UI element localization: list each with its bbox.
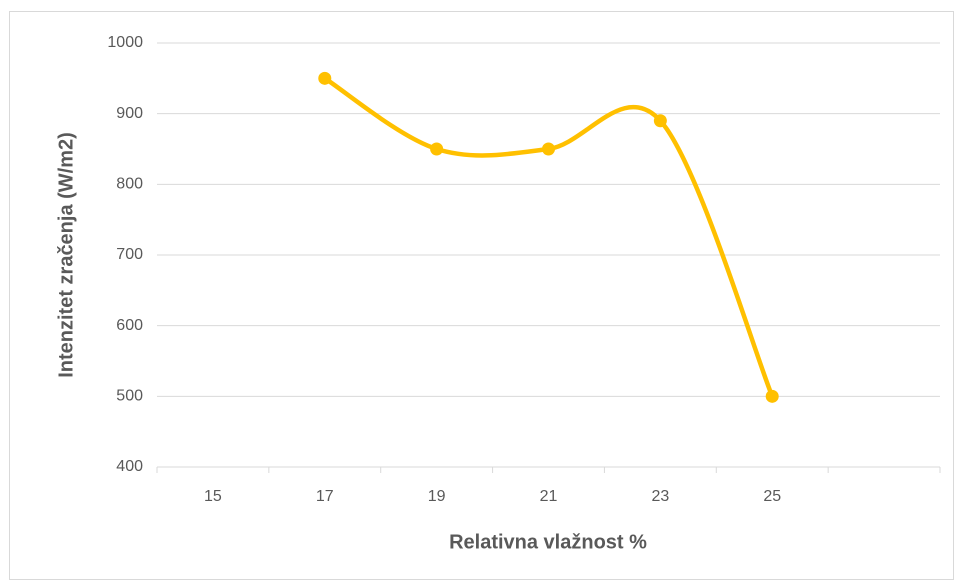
x-tick-label: 15 (204, 488, 222, 505)
point (430, 142, 444, 156)
y-tick-label: 400 (116, 458, 143, 475)
y-tick-label: 500 (116, 388, 143, 405)
y-tick-label: 800 (116, 176, 143, 193)
x-tick-label: 25 (763, 488, 781, 505)
point (765, 389, 779, 403)
point (318, 71, 332, 85)
line (322, 76, 775, 399)
y-tick-label: 900 (116, 105, 143, 122)
x-tick-label: 19 (428, 488, 446, 505)
y-tick-label: 700 (116, 246, 143, 263)
point (653, 114, 667, 128)
y-axis-title: Intenzitet zračenja (W/m2) (55, 132, 77, 378)
chart-border (9, 11, 954, 580)
y-tick-label: 1000 (107, 34, 143, 51)
x-tick-label: 17 (316, 488, 334, 505)
x-tick-label: 23 (651, 488, 669, 505)
x-axis-title: Relativna vlažnost % (449, 531, 647, 553)
point (542, 142, 555, 156)
x-tick-label: 21 (540, 488, 558, 505)
y-tick-label: 600 (116, 317, 143, 334)
